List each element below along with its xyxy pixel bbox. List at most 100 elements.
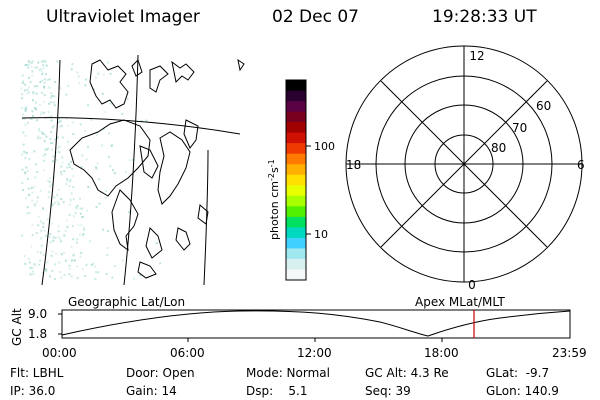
emission-pixel	[58, 145, 61, 148]
emission-pixel	[67, 163, 70, 166]
emission-pixel	[39, 189, 42, 192]
emission-pixel	[28, 261, 31, 264]
emission-pixel	[40, 111, 43, 114]
emission-pixel	[70, 68, 73, 71]
colorbar-band	[286, 237, 306, 249]
emission-pixel	[60, 173, 63, 176]
status-seq: Seq: 39	[365, 384, 411, 398]
emission-pixel	[71, 121, 74, 124]
time-label: 19:28:33 UT	[432, 7, 537, 27]
emission-pixel	[111, 276, 114, 279]
emission-pixel	[128, 211, 131, 214]
emission-pixel	[43, 169, 46, 172]
emission-pixel	[24, 262, 27, 265]
emission-pixel	[35, 119, 38, 122]
colorbar-band	[286, 164, 306, 176]
emission-pixel	[21, 168, 24, 171]
emission-pixel	[76, 241, 78, 244]
emission-pixel	[61, 156, 64, 159]
emission-pixel	[78, 82, 81, 85]
emission-pixel	[53, 101, 55, 104]
emission-pixel	[32, 92, 34, 95]
emission-pixel	[24, 134, 27, 137]
emission-pixel	[55, 252, 58, 255]
emission-pixel	[42, 133, 45, 135]
status-dsp: Dsp: 5.1	[246, 384, 308, 398]
emission-pixel	[43, 78, 46, 81]
emission-pixel	[79, 123, 82, 126]
emission-pixel	[60, 165, 63, 168]
emission-pixel	[21, 153, 24, 156]
emission-pixel	[95, 271, 97, 274]
emission-pixel	[38, 130, 41, 133]
emission-pixel	[42, 101, 45, 104]
status-filter: Flt: LBHL	[10, 366, 64, 380]
emission-pixel	[79, 207, 82, 210]
emission-pixel	[102, 73, 105, 76]
emission-pixel	[72, 254, 75, 257]
emission-pixel	[95, 76, 97, 79]
emission-pixel	[54, 263, 57, 266]
status-gc-alt: GC Alt: 4.3 Re	[365, 366, 449, 380]
emission-pixel	[110, 144, 113, 147]
emission-pixel	[30, 117, 33, 120]
emission-pixel	[65, 117, 68, 120]
emission-pixel	[38, 69, 41, 72]
emission-pixel	[95, 166, 97, 169]
emission-pixel	[68, 203, 71, 206]
colorbar-band	[286, 122, 306, 134]
emission-pixel	[37, 61, 40, 64]
emission-pixel	[24, 64, 27, 66]
emission-pixel	[67, 125, 70, 128]
emission-pixel	[27, 170, 29, 173]
emission-pixel	[72, 238, 75, 241]
emission-pixel	[145, 119, 148, 122]
emission-pixel	[44, 268, 47, 271]
polar-plot	[345, 45, 583, 283]
emission-pixel	[68, 166, 71, 168]
emission-pixel	[31, 191, 34, 194]
emission-pixel	[39, 81, 42, 84]
colorbar-band	[286, 185, 306, 197]
emission-pixel	[22, 113, 24, 116]
latitude-line	[21, 117, 241, 135]
emission-pixel	[84, 275, 87, 277]
emission-pixel	[56, 200, 59, 203]
altitude-curve	[61, 310, 571, 337]
emission-pixel	[113, 172, 116, 175]
emission-pixel	[22, 118, 25, 121]
emission-pixel	[81, 154, 84, 157]
emission-pixel	[34, 163, 37, 166]
emission-pixel	[74, 259, 76, 262]
emission-pixel	[48, 191, 51, 194]
emission-pixel	[78, 233, 81, 236]
mlt-label-12: 12	[469, 49, 484, 63]
emission-pixel	[31, 74, 34, 77]
emission-pixel	[69, 198, 72, 201]
emission-pixel	[51, 126, 54, 129]
emission-pixel	[48, 102, 51, 105]
emission-pixel	[56, 147, 59, 150]
status-mode: Mode: Normal	[246, 366, 330, 380]
emission-pixel	[35, 92, 38, 95]
emission-pixel	[58, 117, 61, 120]
emission-pixel	[27, 258, 30, 260]
emission-pixel	[40, 251, 42, 254]
emission-pixel	[46, 79, 49, 81]
emission-pixel	[68, 213, 71, 216]
status-gain: Gain: 14	[126, 384, 177, 398]
emission-pixel	[57, 230, 60, 233]
emission-pixel	[51, 204, 53, 207]
emission-pixel	[40, 237, 43, 240]
emission-pixel	[60, 276, 63, 279]
emission-pixel	[56, 136, 59, 139]
emission-pixel	[41, 79, 44, 82]
timeline-x-tick-0600: 06:00	[170, 346, 205, 360]
emission-pixel	[94, 278, 97, 281]
emission-pixel	[23, 117, 26, 120]
emission-pixel	[76, 238, 79, 241]
emission-pixel	[155, 242, 158, 245]
emission-pixel	[33, 263, 36, 266]
emission-pixel	[50, 115, 53, 118]
emission-pixel	[97, 72, 100, 75]
